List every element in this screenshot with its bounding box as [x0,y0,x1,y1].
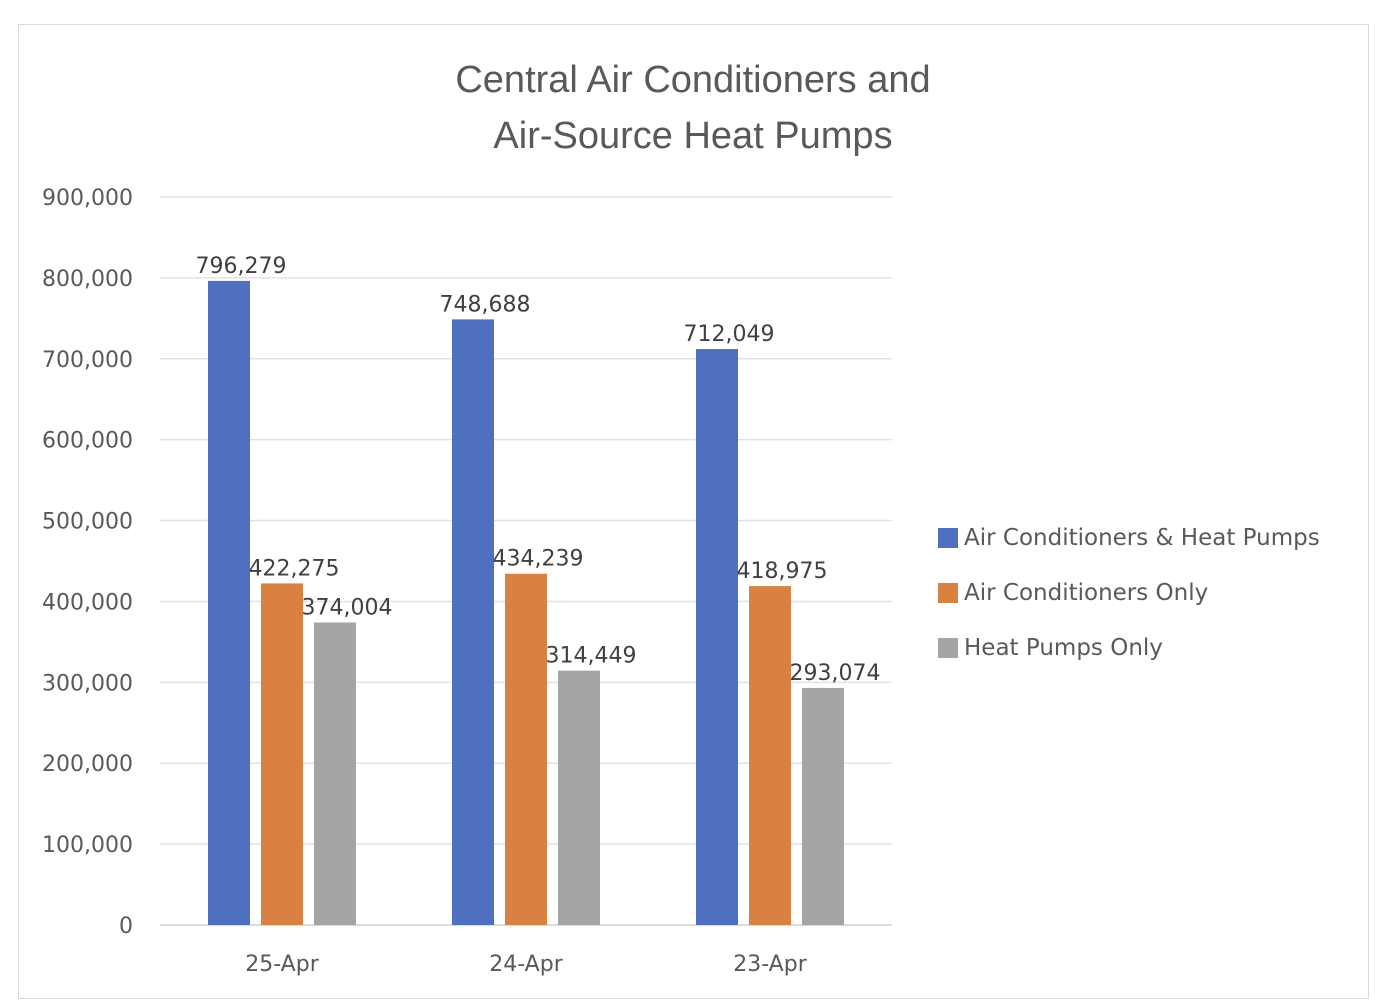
legend-item-hp-only: Heat Pumps Only [938,620,1320,675]
chart-title-line-1: Central Air Conditioners and [455,59,931,101]
bar [261,583,303,925]
y-tick-label: 400,000 [42,590,133,615]
data-label: 796,279 [196,254,287,279]
x-tick-label: 24-Apr [489,952,563,977]
legend-label-hp-only: Heat Pumps Only [964,634,1163,661]
legend-item-ac-only: Air Conditioners Only [938,565,1320,620]
y-tick-label: 0 [119,914,133,939]
bar [208,280,250,925]
y-tick-label: 200,000 [42,752,133,777]
x-tick-label: 23-Apr [733,952,807,977]
data-label: 418,975 [737,559,828,584]
data-label: 374,004 [302,595,393,620]
y-tick-label: 600,000 [42,429,133,454]
x-tick-label: 25-Apr [245,952,319,977]
legend-swatch-ac-only [938,582,958,603]
bar [314,622,356,925]
data-label: 422,275 [249,556,340,581]
bar [505,573,547,925]
bar [749,586,791,925]
data-label: 748,688 [440,292,531,317]
data-label: 314,449 [546,644,637,669]
legend-swatch-hp-only [938,637,958,658]
chart-title-line-2: Air-Source Heat Pumps [493,115,893,157]
data-label: 434,239 [493,547,584,572]
x-axis: 25-Apr 24-Apr 23-Apr [245,952,807,977]
legend-label-ac-hp: Air Conditioners & Heat Pumps [964,524,1320,551]
y-axis: 0 100,000 200,000 300,000 400,000 500,000 600,… [42,186,133,939]
bar [452,319,494,925]
y-tick-label: 700,000 [42,348,133,373]
legend-item-ac-hp: Air Conditioners & Heat Pumps [938,510,1320,565]
data-label: 712,049 [684,322,775,347]
bar [696,349,738,925]
y-tick-label: 900,000 [42,186,133,211]
y-tick-label: 800,000 [42,267,133,292]
legend: Air Conditioners & Heat Pumps Air Condit… [938,510,1320,675]
bar [558,670,600,925]
bar [802,687,844,925]
chart-title: Central Air Conditioners and Air-Source … [300,52,1086,164]
legend-swatch-ac-hp [938,527,958,548]
y-tick-label: 500,000 [42,510,133,535]
y-tick-label: 300,000 [42,671,133,696]
bars [208,280,844,925]
data-label: 293,074 [790,661,881,686]
legend-label-ac-only: Air Conditioners Only [964,579,1209,606]
y-tick-label: 100,000 [42,833,133,858]
data-labels: 796,279 422,275 374,004 748,688 434,239 314,4… [196,254,881,686]
